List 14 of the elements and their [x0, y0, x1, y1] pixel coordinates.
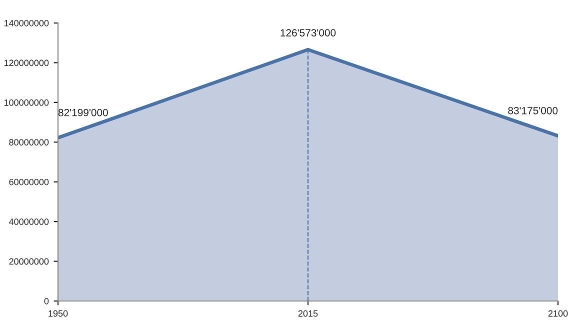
- x-tick-label: 2015: [298, 310, 318, 317]
- y-tick-label: 100000000: [4, 99, 49, 106]
- y-tick-label: 40000000: [9, 218, 49, 225]
- y-tick-label: 0: [44, 298, 49, 304]
- data-label: 83'175'000: [508, 106, 558, 114]
- y-tick-label: 140000000: [4, 20, 49, 26]
- y-tick-label: 20000000: [9, 258, 49, 265]
- y-tick-label: 60000000: [9, 178, 49, 186]
- y-tick-label: 120000000: [4, 60, 49, 66]
- x-tick-label: 2100: [548, 310, 568, 317]
- data-label: 126'573'000: [280, 29, 336, 36]
- x-tick-label: 1950: [48, 310, 68, 317]
- data-label: 82'199'000: [58, 108, 108, 116]
- y-tick-label: 80000000: [9, 139, 49, 146]
